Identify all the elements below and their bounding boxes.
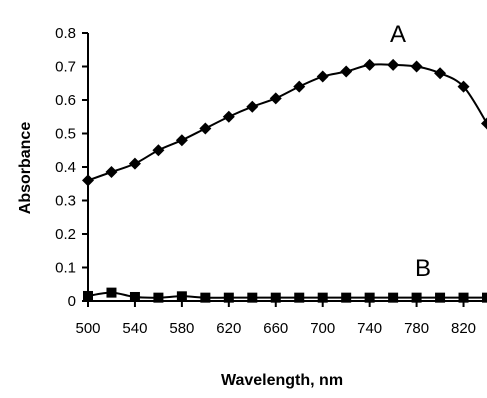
x-tick-label: 740 [357,320,382,337]
data-point-a [105,166,118,179]
data-point-b [200,292,211,303]
data-point-b [106,287,117,298]
data-point-b [270,292,281,303]
data-point-a [152,144,165,157]
series-line-a [87,63,487,182]
x-axis-title: Wavelength, nm [221,372,343,389]
data-point-b [153,292,164,303]
data-point-b [364,292,375,303]
data-point-b [223,292,234,303]
data-point-a [82,174,94,187]
data-point-a [175,134,188,147]
x-tick-label: 820 [451,320,476,337]
data-point-b [458,292,469,303]
y-tick-label: 0.5 [55,126,76,143]
data-point-a [316,70,329,83]
y-tick-label: 0.4 [55,159,76,176]
x-tick-label: 540 [122,320,147,337]
y-tick-label: 0 [68,293,76,310]
data-point-a [434,67,447,80]
data-point-b [83,290,93,301]
data-point-b [411,292,422,303]
y-tick-label: 0.6 [55,92,76,109]
data-point-b [176,291,187,302]
data-point-a [128,157,141,170]
y-tick-label: 0.7 [55,59,76,76]
data-point-a [246,100,259,113]
data-point-b [482,292,487,303]
y-tick-label: 0.3 [55,193,76,210]
x-tick-label: 660 [263,320,288,337]
data-point-a [340,65,353,78]
data-point-b [294,292,305,303]
data-point-b [435,292,446,303]
y-axis-title: Absorbance [17,122,34,215]
data-point-a [199,122,212,135]
x-ticks: 500 540 580 620 660 700 740 780 820 [75,301,476,337]
data-point-b [129,291,140,302]
series-a-annotation: A [390,21,406,48]
y-tick-label: 0.2 [55,226,76,243]
data-point-b [388,292,399,303]
data-point-a [363,58,376,71]
data-point-a [481,117,487,130]
y-tick-label: 0.8 [55,25,76,42]
x-tick-label: 620 [216,320,241,337]
data-point-a [293,80,306,93]
data-point-a [410,60,423,73]
y-ticks: 0 0.1 0.2 0.3 0.4 0.5 0.6 0.7 0.8 [55,25,88,310]
data-point-a [222,110,235,123]
data-point-a [269,92,282,105]
data-point-a [457,80,470,93]
x-tick-label: 700 [310,320,335,337]
series-markers [82,58,487,303]
data-point-b [341,292,352,303]
x-tick-label: 780 [404,320,429,337]
data-point-b [247,292,258,303]
x-tick-label: 500 [75,320,100,337]
data-point-b [317,292,328,303]
series-line-b [87,291,487,299]
x-tick-label: 580 [169,320,194,337]
y-tick-label: 0.1 [55,260,76,277]
series-b-annotation: B [415,255,431,282]
data-point-a [387,58,400,71]
